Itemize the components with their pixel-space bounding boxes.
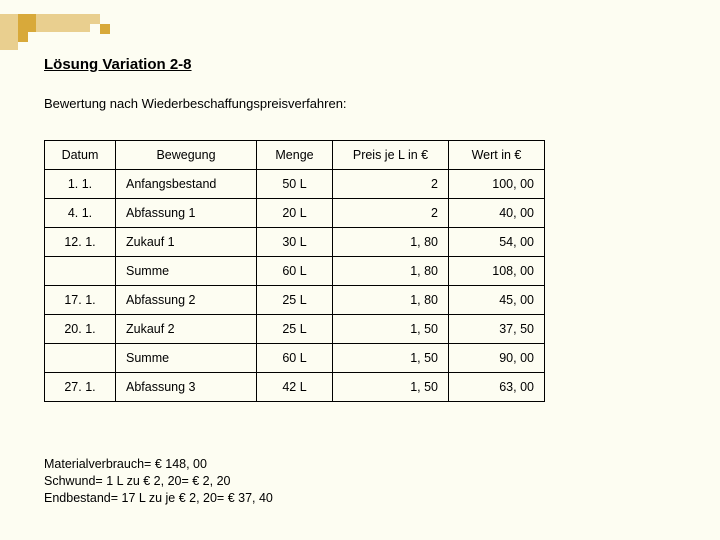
table-cell: Anfangsbestand xyxy=(116,170,257,199)
table-header-cell: Wert in € xyxy=(449,141,545,170)
valuation-table: DatumBewegungMengePreis je L in €Wert in… xyxy=(44,140,545,402)
table-cell: 63, 00 xyxy=(449,373,545,402)
deco-square xyxy=(36,14,54,32)
table-cell: 2 xyxy=(333,199,449,228)
footer-line: Endbestand= 17 L zu je € 2, 20= € 37, 40 xyxy=(44,490,273,507)
table-cell: 1, 50 xyxy=(333,344,449,373)
slide-subtitle: Bewertung nach Wiederbeschaffungspreisve… xyxy=(44,96,347,111)
footer-line: Schwund= 1 L zu € 2, 20= € 2, 20 xyxy=(44,473,273,490)
deco-square xyxy=(100,24,110,34)
table-cell: Abfassung 1 xyxy=(116,199,257,228)
table-cell: Abfassung 2 xyxy=(116,286,257,315)
table-cell: 1. 1. xyxy=(45,170,116,199)
table-cell: 100, 00 xyxy=(449,170,545,199)
table-cell: Summe xyxy=(116,344,257,373)
table-row: Summe60 L1, 80108, 00 xyxy=(45,257,545,286)
table-cell xyxy=(45,257,116,286)
table-cell: Zukauf 1 xyxy=(116,228,257,257)
table-header-cell: Bewegung xyxy=(116,141,257,170)
table-cell: 37, 50 xyxy=(449,315,545,344)
table-row: 12. 1.Zukauf 130 L1, 8054, 00 xyxy=(45,228,545,257)
table-cell: 60 L xyxy=(257,344,333,373)
deco-square xyxy=(18,14,36,32)
table-body: 1. 1.Anfangsbestand50 L2100, 00 4. 1.Abf… xyxy=(45,170,545,402)
table-cell: 30 L xyxy=(257,228,333,257)
table-cell: Zukauf 2 xyxy=(116,315,257,344)
table-cell: 4. 1. xyxy=(45,199,116,228)
table-cell: 12. 1. xyxy=(45,228,116,257)
table-cell: 27. 1. xyxy=(45,373,116,402)
table-row: 4. 1.Abfassung 120 L240, 00 xyxy=(45,199,545,228)
table-cell: 60 L xyxy=(257,257,333,286)
slide-title: Lösung Variation 2-8 xyxy=(44,56,192,73)
table-cell: 25 L xyxy=(257,286,333,315)
footer-notes: Materialverbrauch= € 148, 00Schwund= 1 L… xyxy=(44,456,273,507)
deco-square xyxy=(54,14,72,32)
deco-square xyxy=(0,14,18,32)
table-header-row: DatumBewegungMengePreis je L in €Wert in… xyxy=(45,141,545,170)
deco-square xyxy=(90,14,100,24)
table-row: 20. 1.Zukauf 225 L1, 5037, 50 xyxy=(45,315,545,344)
deco-square xyxy=(72,14,90,32)
table-cell: 1, 80 xyxy=(333,257,449,286)
table-header-cell: Menge xyxy=(257,141,333,170)
table-cell: 17. 1. xyxy=(45,286,116,315)
table-header-cell: Datum xyxy=(45,141,116,170)
table-row: 1. 1.Anfangsbestand50 L2100, 00 xyxy=(45,170,545,199)
table-header-cell: Preis je L in € xyxy=(333,141,449,170)
table-cell: 1, 80 xyxy=(333,228,449,257)
table-cell: 45, 00 xyxy=(449,286,545,315)
table-cell: 1, 50 xyxy=(333,373,449,402)
table-cell: 25 L xyxy=(257,315,333,344)
table-cell: 90, 00 xyxy=(449,344,545,373)
table-row: Summe60 L1, 5090, 00 xyxy=(45,344,545,373)
footer-line: Materialverbrauch= € 148, 00 xyxy=(44,456,273,473)
table-cell: Summe xyxy=(116,257,257,286)
table-cell: 54, 00 xyxy=(449,228,545,257)
table-cell: 1, 80 xyxy=(333,286,449,315)
table-cell: 40, 00 xyxy=(449,199,545,228)
table-cell: 50 L xyxy=(257,170,333,199)
table-cell: 20. 1. xyxy=(45,315,116,344)
table-cell: 1, 50 xyxy=(333,315,449,344)
table-cell: 108, 00 xyxy=(449,257,545,286)
table-cell xyxy=(45,344,116,373)
table-row: 27. 1.Abfassung 342 L1, 5063, 00 xyxy=(45,373,545,402)
table-cell: 2 xyxy=(333,170,449,199)
deco-square xyxy=(18,32,28,42)
table-cell: 20 L xyxy=(257,199,333,228)
table-cell: Abfassung 3 xyxy=(116,373,257,402)
table-cell: 42 L xyxy=(257,373,333,402)
deco-square xyxy=(0,32,18,50)
table-row: 17. 1.Abfassung 225 L1, 8045, 00 xyxy=(45,286,545,315)
